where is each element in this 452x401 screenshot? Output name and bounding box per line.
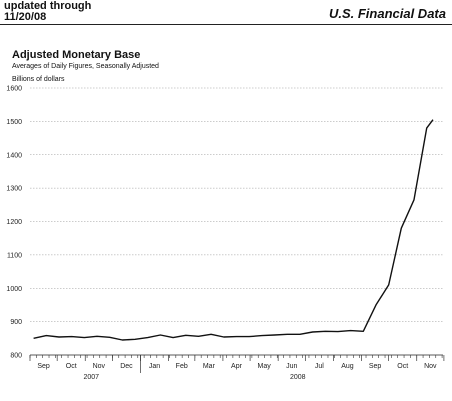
- y-tick-label: 1500: [6, 119, 22, 126]
- x-year-label: 2007: [83, 374, 99, 381]
- x-month-label: Jan: [149, 363, 160, 370]
- y-tick-label: 1600: [6, 86, 22, 93]
- x-month-label: Aug: [341, 363, 354, 370]
- x-month-label: Jul: [315, 363, 324, 370]
- x-month-label: Mar: [203, 363, 216, 370]
- chart-title: Adjusted Monetary Base: [12, 49, 141, 61]
- y-axis-label: Billions of dollars: [12, 76, 65, 83]
- x-month-label: Apr: [231, 363, 243, 370]
- updated-through-label: updated through 11/20/08: [4, 1, 91, 23]
- y-tick-label: 1300: [6, 186, 22, 193]
- y-tick-label: 1000: [6, 286, 22, 293]
- x-month-label: Nov: [93, 363, 106, 370]
- x-month-label: Jun: [286, 363, 297, 370]
- updated-through-line1: updated through: [4, 0, 92, 12]
- x-month-label: Nov: [424, 363, 437, 370]
- brand-title: U.S. Financial Data: [328, 6, 446, 21]
- chart-subtitle: Averages of Daily Figures, Seasonally Ad…: [12, 63, 159, 70]
- x-month-label: Sep: [37, 363, 50, 370]
- x-month-label: Oct: [397, 363, 408, 370]
- x-month-label: Sep: [369, 363, 382, 370]
- y-tick-label: 1100: [7, 252, 22, 259]
- x-month-label: Feb: [176, 363, 188, 370]
- y-tick-label: 1200: [6, 219, 22, 226]
- y-tick-label: 900: [10, 319, 22, 326]
- x-month-label: Dec: [120, 363, 133, 370]
- y-tick-label: 1400: [6, 152, 22, 159]
- x-month-label: Oct: [66, 363, 77, 370]
- x-month-label: May: [258, 363, 272, 370]
- monetary-base-line: [33, 119, 434, 341]
- updated-through-date: 11/20/08: [4, 11, 47, 23]
- x-year-label: 2008: [290, 374, 306, 381]
- y-tick-label: 800: [10, 353, 22, 360]
- header-rule: [0, 24, 452, 25]
